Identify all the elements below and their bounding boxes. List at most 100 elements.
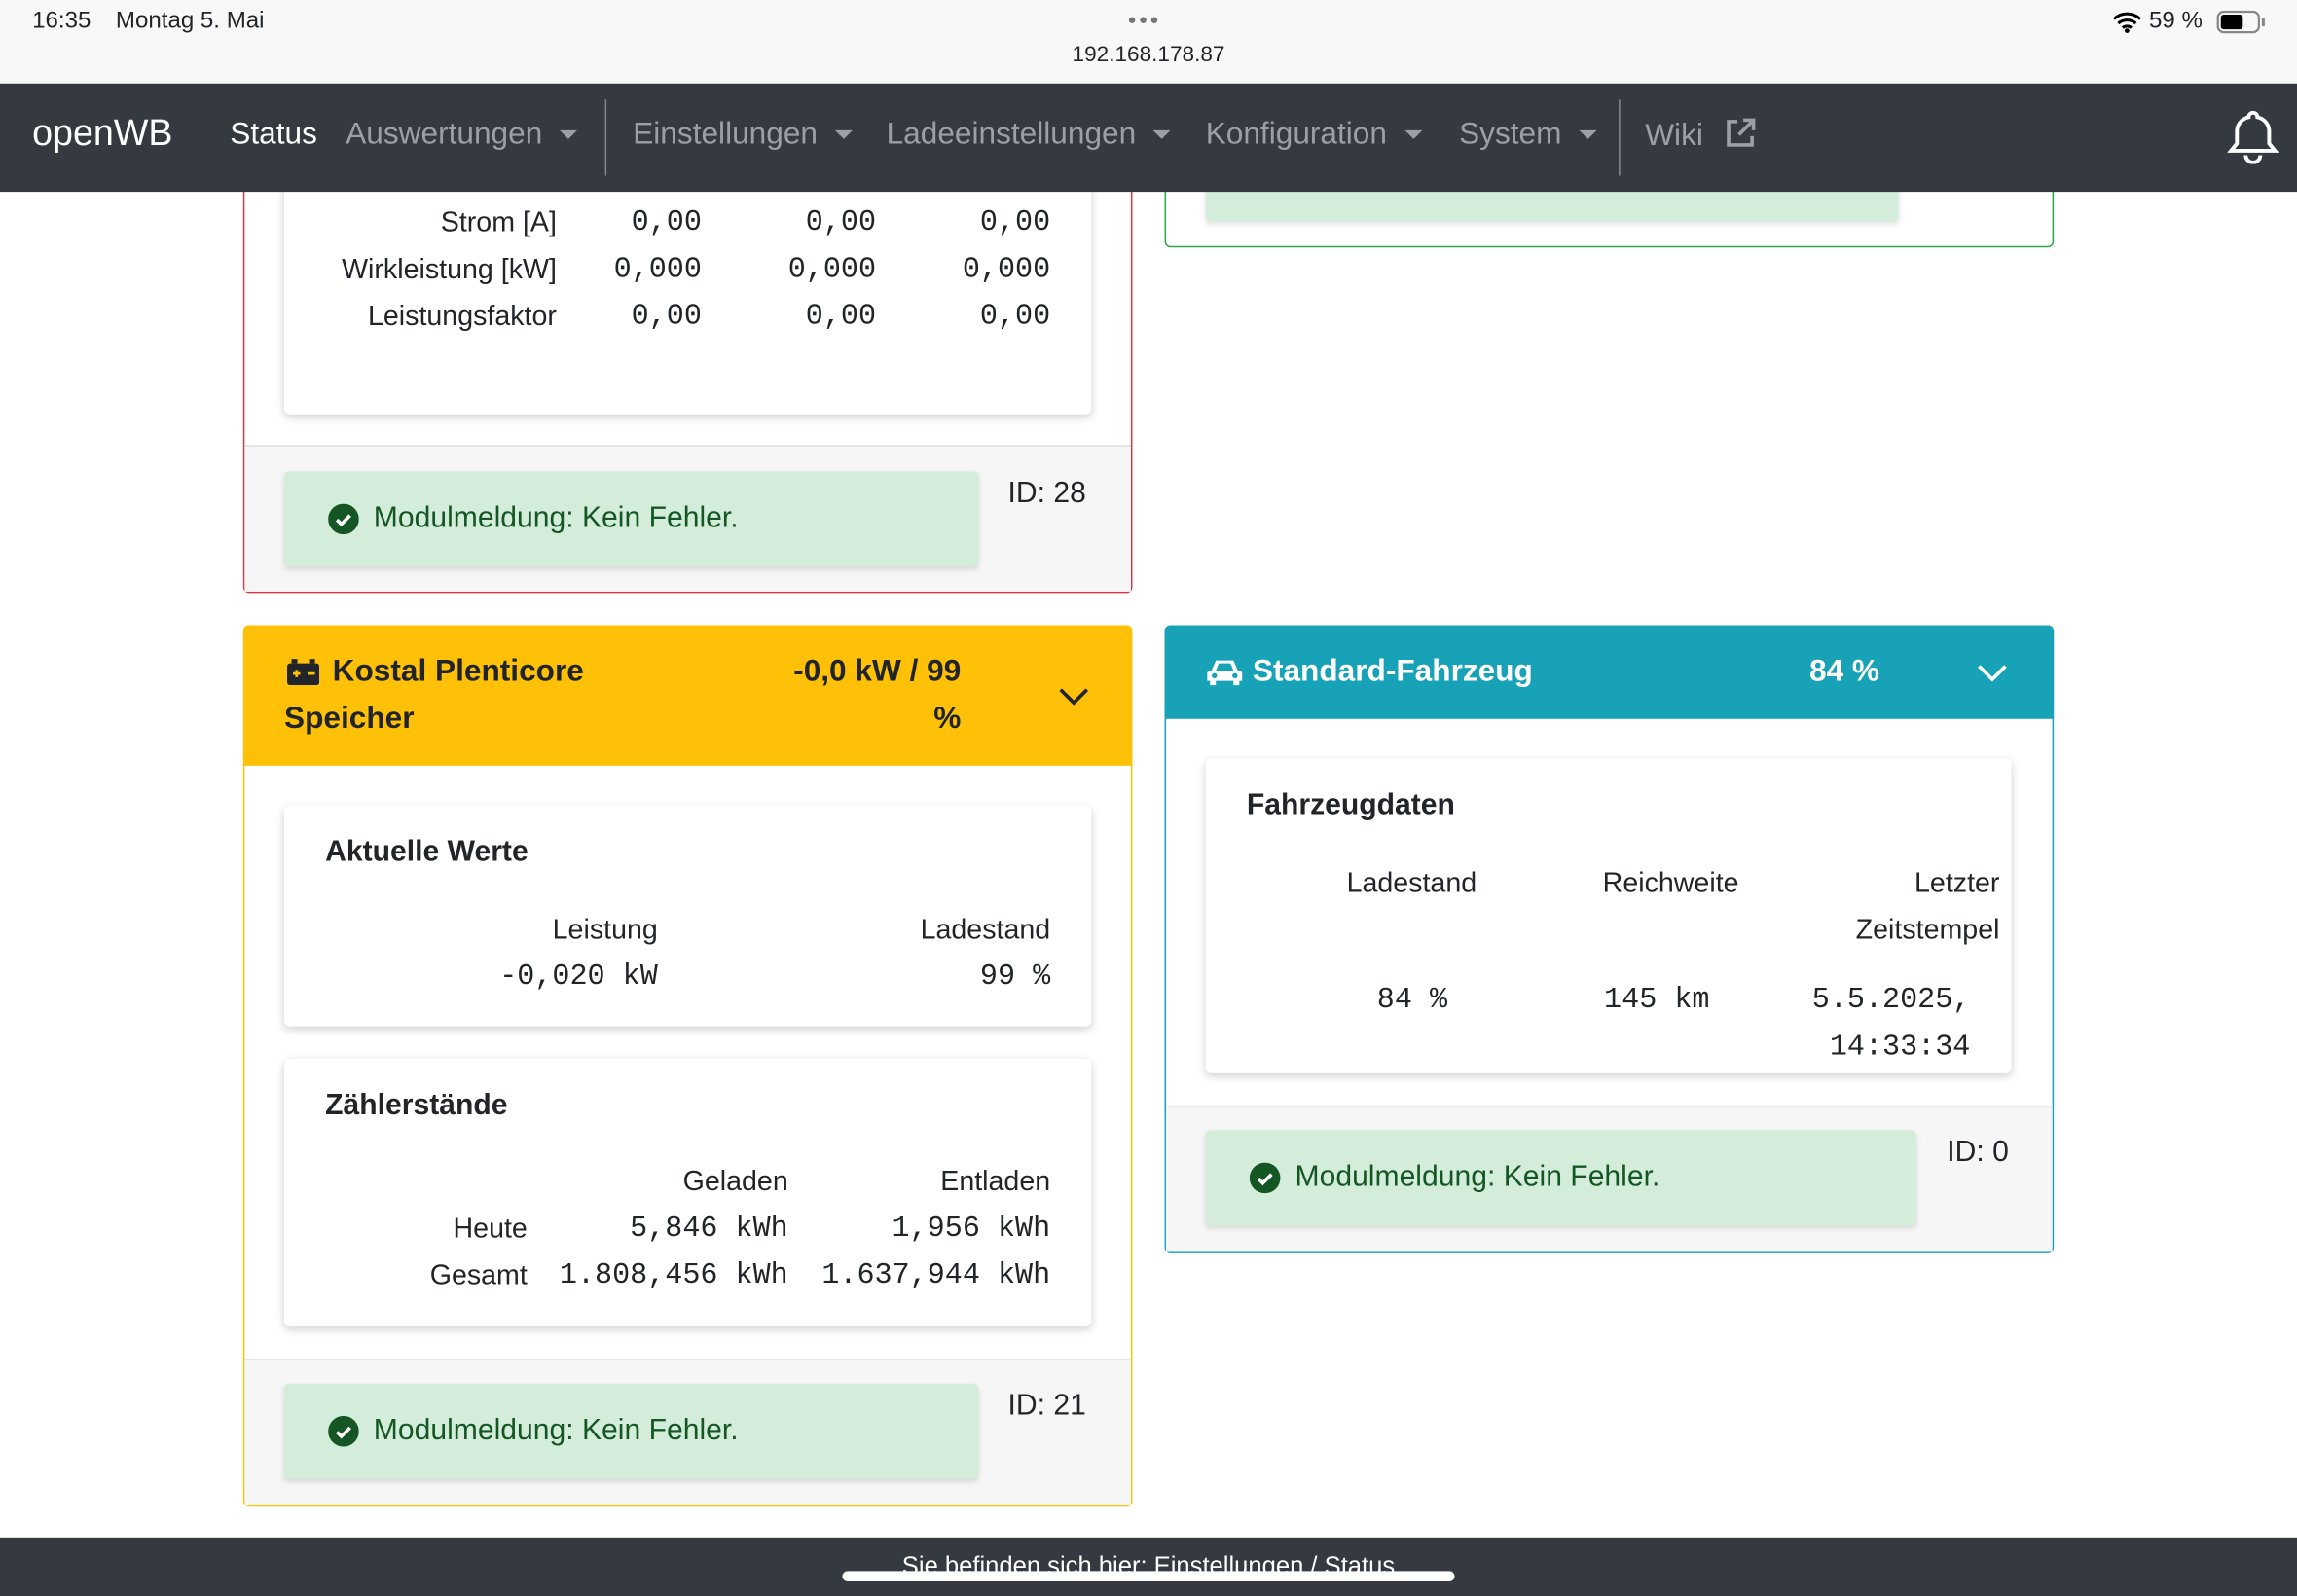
data-row: Heute 5,846 kWh 1,956 kWh	[325, 1207, 1051, 1253]
module-message: Modulmeldung: Kein Fehler.	[283, 1383, 979, 1479]
value-cell: 0,00	[805, 300, 877, 335]
data-row: -0,020 kW 99 %	[325, 955, 1050, 1001]
battery-icon	[286, 659, 320, 686]
wifi-icon	[2112, 12, 2141, 34]
header-cell: Entladen	[940, 1167, 1051, 1198]
nav-item[interactable]: Einstellungen	[633, 117, 854, 152]
value-cell: 84 %	[1376, 984, 1448, 1018]
header-cell: Reichweite	[1602, 868, 1739, 899]
values-table: Leistung Ladestand -0,020 kW 99 %	[325, 908, 1050, 1001]
value-cell: 145 km	[1604, 984, 1710, 1018]
date: Montag 5. Mai	[115, 9, 265, 34]
value-cell: 99 %	[979, 961, 1051, 995]
data-row: Wirkleistung [kW] 0,000 0,000 0,000	[325, 247, 1050, 294]
nav-label: Wiki	[1645, 118, 1703, 153]
header-row: Leistung Ladestand	[325, 908, 1050, 955]
value-cell: 5.5.2025, 14:33:34	[1811, 984, 1971, 1065]
module-message: Modulmeldung: Kein Fehler.	[1205, 1130, 1916, 1226]
header-cell: Ladestand	[1346, 868, 1477, 899]
card-id: ID: 21	[1007, 1389, 1086, 1422]
row-label: Strom [A]	[440, 207, 557, 239]
nav-item[interactable]: Status	[230, 117, 317, 151]
value-cell: 0,000	[962, 253, 1051, 287]
values-box	[283, 1058, 1092, 1327]
card-header[interactable]	[242, 625, 1133, 766]
nav-label: Einstellungen	[633, 117, 818, 151]
check-icon	[1249, 1162, 1281, 1194]
row-label: Wirkleistung [kW]	[342, 254, 557, 286]
card-header[interactable]	[1164, 625, 2055, 719]
data-row: Leistungsfaktor 0,00 0,00 0,00	[325, 294, 1050, 341]
nav-label: Konfiguration	[1205, 117, 1387, 151]
brand[interactable]: openWB	[32, 112, 173, 154]
divider	[604, 99, 607, 176]
caret	[1579, 130, 1597, 140]
header-row: Ladestand Reichweite Letzter Zeitstempel	[1247, 861, 2000, 955]
card-id: ID: 0	[1947, 1136, 2009, 1169]
status-bar: 16:35 Montag 5. Mai ••• 192.168.178.87 5…	[0, 0, 2297, 84]
value-cell: 0,00	[805, 206, 877, 240]
header-cell: Ladestand	[920, 915, 1051, 946]
nav-item[interactable]: Ladeeinstellungen	[887, 117, 1172, 152]
card-title: Kostal Plenticore Speicher	[283, 654, 584, 736]
message-text: Modulmeldung: Kein Fehler.	[373, 1414, 739, 1447]
values-table: Strom [A] 0,00 0,00 0,00 Wirkleistung [kW] 0,…	[325, 200, 1050, 341]
values-box	[1205, 758, 2012, 1073]
section-title: Fahrzeugdaten	[1246, 788, 1455, 822]
check-icon	[328, 503, 359, 535]
check-icon	[328, 1415, 359, 1447]
card-title: Standard-Fahrzeug	[1252, 654, 1533, 689]
nav-item[interactable]: Auswertungen	[346, 117, 578, 152]
caret	[1153, 130, 1172, 140]
bell-icon[interactable]	[2227, 108, 2279, 164]
value-cell: 0,000	[613, 253, 702, 287]
card-id: ID: 28	[1007, 477, 1086, 510]
row-label: Heute	[453, 1214, 528, 1245]
chevron-down[interactable]	[1976, 664, 2008, 684]
values-table: Ladestand Reichweite Letzter Zeitstempel 84…	[1247, 861, 2000, 1072]
external-link-icon	[1726, 118, 1755, 147]
data-row: 84 % 145 km 5.5.2025, 14:33:34	[1247, 955, 2000, 1071]
value-cell: 5,846 kWh	[630, 1212, 788, 1247]
header-cell: Leistung	[552, 915, 658, 946]
car-icon	[1207, 660, 1243, 686]
message-text: Modulmeldung: Kein Fehler.	[1294, 1161, 1660, 1194]
value-cell: 1,956 kWh	[892, 1212, 1051, 1247]
nav-item[interactable]: System	[1459, 117, 1597, 152]
divider	[1619, 99, 1621, 176]
values-box	[283, 805, 1092, 1027]
value-cell: 0,00	[631, 300, 702, 335]
value-cell: 1.637,944 kWh	[821, 1258, 1051, 1293]
row-label: Gesamt	[429, 1260, 528, 1292]
navbar	[0, 83, 2297, 193]
value-cell: 0,000	[787, 253, 877, 287]
caret	[560, 130, 578, 140]
caret	[835, 130, 854, 140]
value-cell: -0,020 kW	[499, 961, 658, 995]
values-table: Geladen Entladen Heute 5,846 kWh 1,956 kWh Ge…	[325, 1160, 1050, 1300]
value-cell: 0,00	[979, 300, 1051, 335]
value-cell: 0,00	[631, 206, 702, 240]
nav-item[interactable]: Wiki	[1645, 117, 1756, 154]
card-summary: -0,0 kW / 99 %	[793, 654, 962, 736]
section-title: Aktuelle Werte	[325, 836, 529, 869]
caret	[1404, 130, 1423, 140]
home-indicator	[842, 1571, 1455, 1581]
data-row: Strom [A] 0,00 0,00 0,00	[325, 200, 1050, 247]
row-label: Leistungsfaktor	[367, 301, 557, 333]
footer: Sie befinden sich hier: Einstellungen / …	[0, 1537, 2297, 1596]
message-text: Modulmeldung: Kein Fehler.	[373, 502, 739, 535]
module-message: Modulmeldung: Kein Fehler.	[283, 471, 979, 567]
header-cell: Letzter Zeitstempel	[1855, 868, 2000, 946]
nav-item[interactable]: Konfiguration	[1205, 117, 1423, 152]
time: 16:35	[32, 9, 91, 34]
header-cell: Geladen	[682, 1167, 788, 1198]
dots[interactable]: •••	[1127, 9, 1162, 34]
battery-level: 59 %	[2148, 9, 2203, 34]
url[interactable]: 192.168.178.87	[1072, 42, 1225, 68]
chevron-down[interactable]	[1058, 687, 1090, 707]
value-cell: 0,00	[979, 206, 1051, 240]
header-row: Geladen Entladen	[325, 1160, 1051, 1207]
